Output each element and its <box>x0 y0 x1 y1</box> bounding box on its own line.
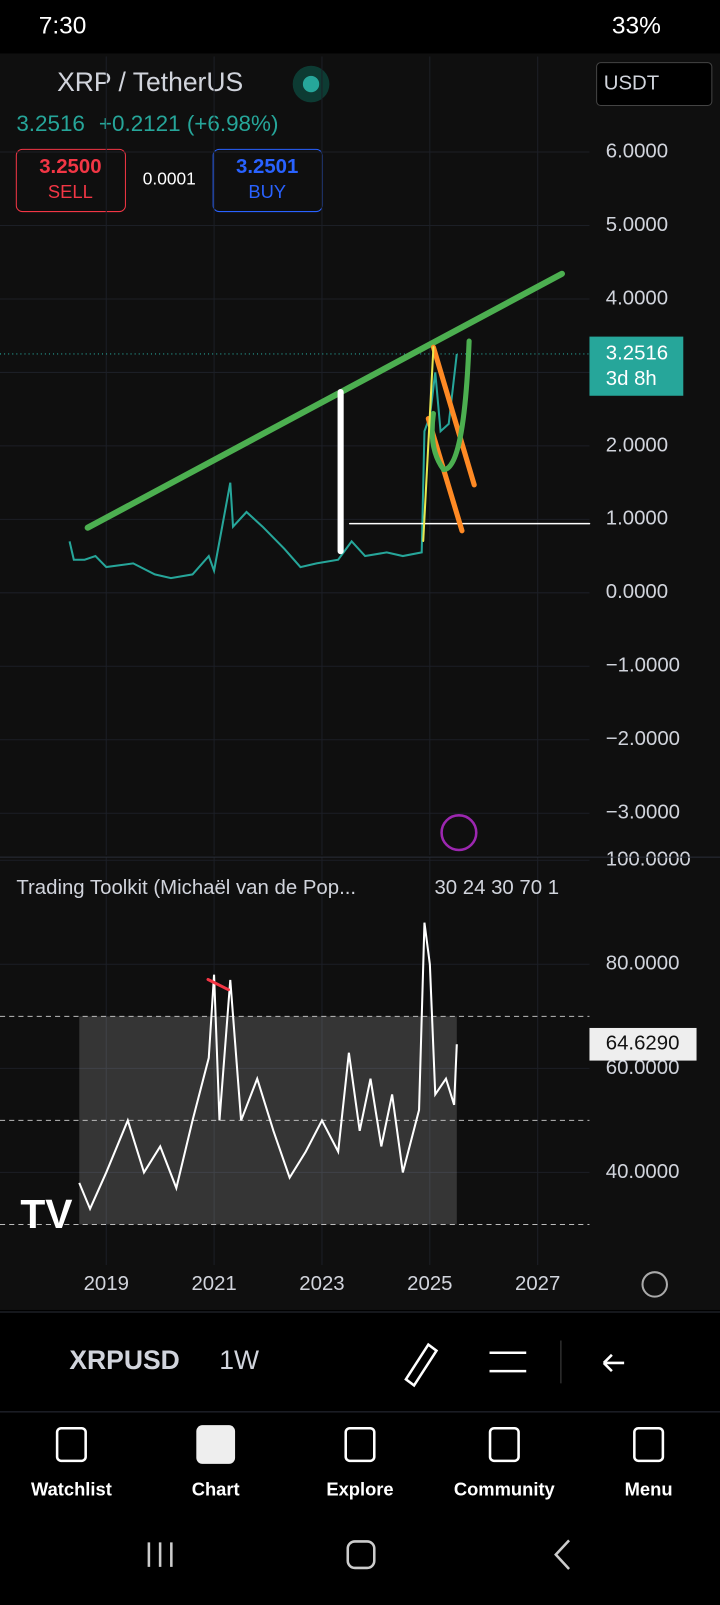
nav-label[interactable]: Watchlist <box>31 1478 112 1499</box>
indicator-title: Trading Toolkit (Michaël van de Pop... <box>16 877 356 899</box>
nav-icon[interactable] <box>488 1426 520 1463</box>
x-tick-label: 2023 <box>299 1273 344 1295</box>
trend-line <box>84 270 565 531</box>
y-tick-label: 100.0000 <box>606 849 691 871</box>
y-tick-label: 80.0000 <box>606 953 680 975</box>
x-tick-label: 2019 <box>84 1273 129 1295</box>
status-dot <box>302 75 320 93</box>
draw-icon[interactable] <box>404 1342 439 1388</box>
series-line <box>68 353 458 580</box>
sell-price[interactable]: 3.2500 <box>39 156 101 178</box>
nav-icon[interactable] <box>344 1426 376 1463</box>
buy-label[interactable]: BUY <box>248 181 286 202</box>
nav-label[interactable]: Explore <box>326 1478 393 1499</box>
currency-select[interactable] <box>596 62 713 107</box>
drawings <box>84 270 591 992</box>
y-tick-label: 6.0000 <box>606 140 668 162</box>
logo: TV <box>20 1191 72 1237</box>
x-tick-label: 2027 <box>515 1273 560 1295</box>
y-tick-label: 60.0000 <box>606 1057 680 1079</box>
x-tick-label: 2025 <box>407 1273 452 1295</box>
y-tick-label: 5.0000 <box>606 214 668 236</box>
battery: 33% <box>612 12 661 39</box>
y-tick-label: 1.0000 <box>606 508 668 530</box>
y-tick-label: −3.0000 <box>606 802 680 824</box>
sell-button[interactable] <box>15 148 126 213</box>
x-tick-label: 2021 <box>191 1273 236 1295</box>
nav-label[interactable]: Community <box>454 1478 556 1499</box>
buy-price[interactable]: 3.2501 <box>236 156 298 178</box>
toolbar-interval[interactable]: 1W <box>219 1345 259 1375</box>
nav-active <box>196 1425 236 1464</box>
y-tick-label: 4.0000 <box>606 287 668 309</box>
countdown: 3d 8h <box>606 368 657 390</box>
symbol[interactable]: XRP / TetherUS <box>57 67 243 97</box>
indicators-icon[interactable] <box>489 1351 527 1373</box>
trend-line <box>422 346 435 542</box>
y-tick-label: −1.0000 <box>606 655 680 677</box>
change: +0.2121 (+6.98%) <box>99 111 279 136</box>
curve <box>429 338 472 473</box>
nav-icon[interactable] <box>633 1426 665 1463</box>
currency[interactable]: USDT <box>604 72 659 94</box>
spread: 0.0001 <box>143 169 196 189</box>
sell-label[interactable]: SELL <box>48 181 93 202</box>
settings-icon[interactable] <box>641 1271 668 1298</box>
undo-icon[interactable] <box>602 1353 625 1373</box>
last-price: 3.2516 <box>606 342 668 364</box>
indicator-params: 30 24 30 70 1 <box>434 877 559 899</box>
home-button[interactable] <box>346 1540 376 1570</box>
y-tick-label: 0.0000 <box>606 581 668 603</box>
wedge-line <box>430 344 477 488</box>
time: 7:30 <box>39 12 87 39</box>
last-value: 64.6290 <box>606 1033 680 1055</box>
y-tick-label: 2.0000 <box>606 434 668 456</box>
series-line <box>78 922 458 1212</box>
nav-icon[interactable] <box>55 1426 87 1463</box>
toolbar-symbol[interactable]: XRPUSD <box>69 1345 179 1375</box>
alert-icon[interactable] <box>440 814 478 852</box>
y-tick-label: −2.0000 <box>606 728 680 750</box>
price: 3.2516 <box>16 111 85 136</box>
chart-area <box>0 53 720 1310</box>
y-tick-label: 40.0000 <box>606 1161 680 1183</box>
recents-button[interactable] <box>147 1542 173 1567</box>
divergence <box>206 977 230 992</box>
last-value-tag <box>589 1027 697 1061</box>
nav-label[interactable]: Menu <box>625 1478 673 1499</box>
last-price-tag <box>589 336 684 396</box>
nav-label[interactable]: Chart <box>192 1478 240 1499</box>
back-button[interactable] <box>554 1539 570 1570</box>
